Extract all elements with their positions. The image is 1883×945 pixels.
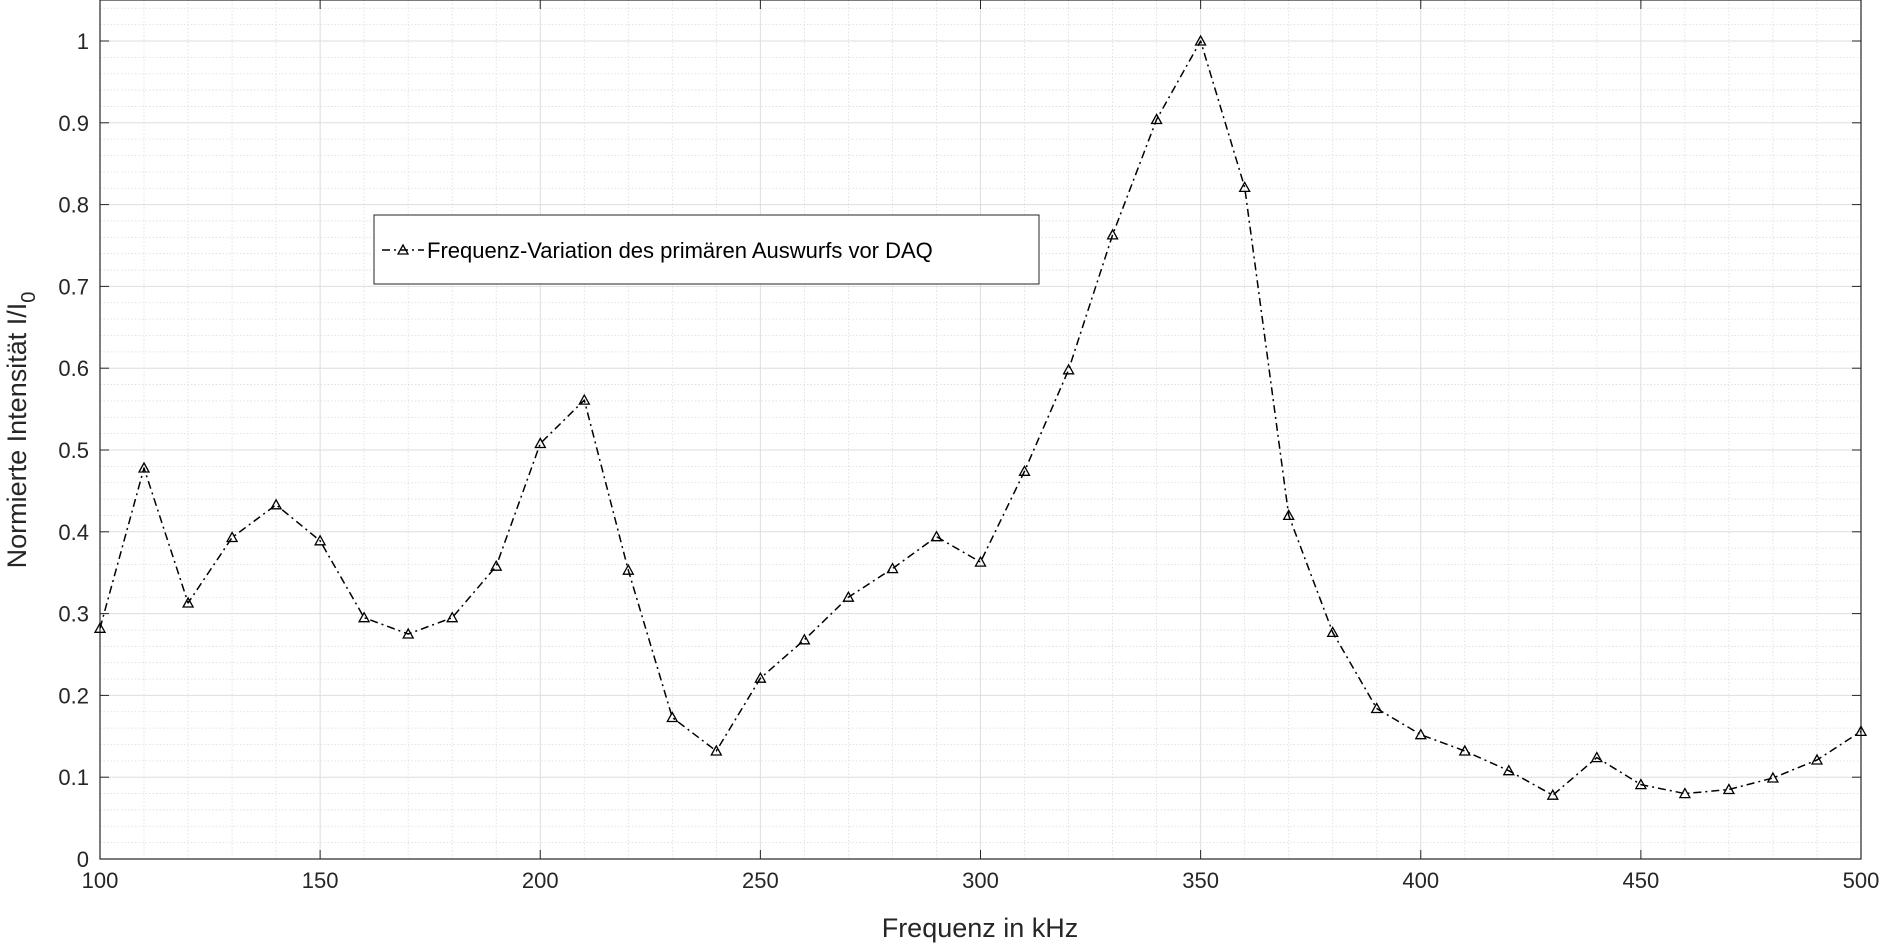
data-point-marker — [666, 711, 679, 723]
legend-entry-label: Frequenz-Variation des primären Auswurfs… — [427, 238, 933, 263]
data-point-marker — [1590, 751, 1603, 763]
legend-box — [373, 214, 1040, 285]
y-tick-label: 0.5 — [58, 438, 89, 463]
x-tick-label: 500 — [1843, 868, 1880, 893]
y-tick-label: 0.1 — [58, 765, 89, 790]
data-point-marker — [1810, 753, 1824, 765]
data-point-marker — [534, 437, 547, 449]
x-tick-label: 200 — [522, 868, 559, 893]
y-tick-label: 0.8 — [58, 193, 89, 218]
data-point-marker — [1854, 725, 1868, 737]
x-tick-label: 150 — [302, 868, 339, 893]
data-point-marker — [1766, 771, 1780, 783]
data-point-marker — [93, 621, 107, 633]
y-tick-label: 0.7 — [58, 274, 89, 299]
data-point-marker — [313, 534, 327, 546]
data-point-marker — [1282, 509, 1295, 521]
data-point-marker — [181, 596, 195, 608]
x-tick-label: 450 — [1623, 868, 1660, 893]
y-axis-label: Normierte Intensität I/I0 — [2, 292, 40, 569]
data-point-marker — [1238, 181, 1251, 193]
x-axis-label: Frequenz in kHz — [882, 913, 1079, 943]
data-point-marker — [446, 611, 459, 623]
y-axis-label-main: Normierte Intensität I/I — [2, 303, 32, 569]
data-point-marker — [1062, 363, 1075, 375]
data-point-marker — [798, 633, 811, 645]
y-axis-label-subscript: 0 — [18, 292, 40, 303]
y-tick-label: 1 — [77, 29, 89, 54]
y-tick-labels: 0 0.1 0.2 0.3 0.4 0.5 0.6 0.7 0.8 0.9 1 — [58, 29, 89, 872]
data-point-marker — [225, 531, 239, 543]
x-tick-labels: 100 150 200 250 300 350 400 450 500 — [82, 868, 1880, 893]
x-tick-label: 350 — [1182, 868, 1219, 893]
data-point-marker — [842, 590, 855, 602]
data-point-marker — [1414, 728, 1427, 740]
data-point-marker — [1678, 787, 1692, 799]
data-point-marker — [754, 671, 767, 683]
y-tick-label: 0.2 — [58, 683, 89, 708]
y-tick-label: 0.6 — [58, 356, 89, 381]
data-point-marker — [1502, 764, 1515, 776]
data-point-marker — [137, 461, 151, 473]
data-point-marker — [1326, 626, 1339, 638]
series-line — [99, 40, 1862, 796]
data-point-marker — [1018, 464, 1031, 476]
data-point-marker — [1458, 744, 1471, 756]
data-point-marker — [1634, 778, 1648, 790]
y-tick-label: 0 — [77, 847, 89, 872]
series-layer — [93, 34, 1868, 800]
data-point-marker — [1194, 34, 1207, 46]
data-point-marker — [1546, 788, 1559, 800]
data-point-marker — [974, 555, 987, 567]
data-point-marker — [622, 563, 635, 575]
data-point-marker — [357, 611, 371, 623]
data-point-marker — [1722, 783, 1736, 795]
x-tick-label: 250 — [742, 868, 779, 893]
data-point-marker — [1106, 228, 1119, 240]
axes — [99, 0, 1862, 860]
data-point-marker — [402, 627, 415, 639]
x-tick-label: 100 — [82, 868, 119, 893]
data-point-marker — [930, 530, 943, 542]
data-point-marker — [1370, 702, 1383, 714]
data-point-marker — [578, 393, 591, 405]
data-point-marker — [1150, 113, 1163, 125]
data-point-marker — [710, 744, 723, 756]
x-tick-label: 400 — [1402, 868, 1439, 893]
data-point-marker — [490, 559, 503, 571]
minor-grid — [100, 0, 1861, 859]
data-point-marker — [269, 498, 283, 510]
y-tick-label: 0.9 — [58, 111, 89, 136]
legend: Frequenz-Variation des primären Auswurfs… — [373, 214, 1040, 285]
data-point-marker — [886, 562, 899, 574]
y-tick-label: 0.4 — [58, 520, 89, 545]
y-tick-label: 0.3 — [58, 602, 89, 627]
legend-marker-icon — [396, 243, 410, 255]
x-tick-label: 300 — [962, 868, 999, 893]
